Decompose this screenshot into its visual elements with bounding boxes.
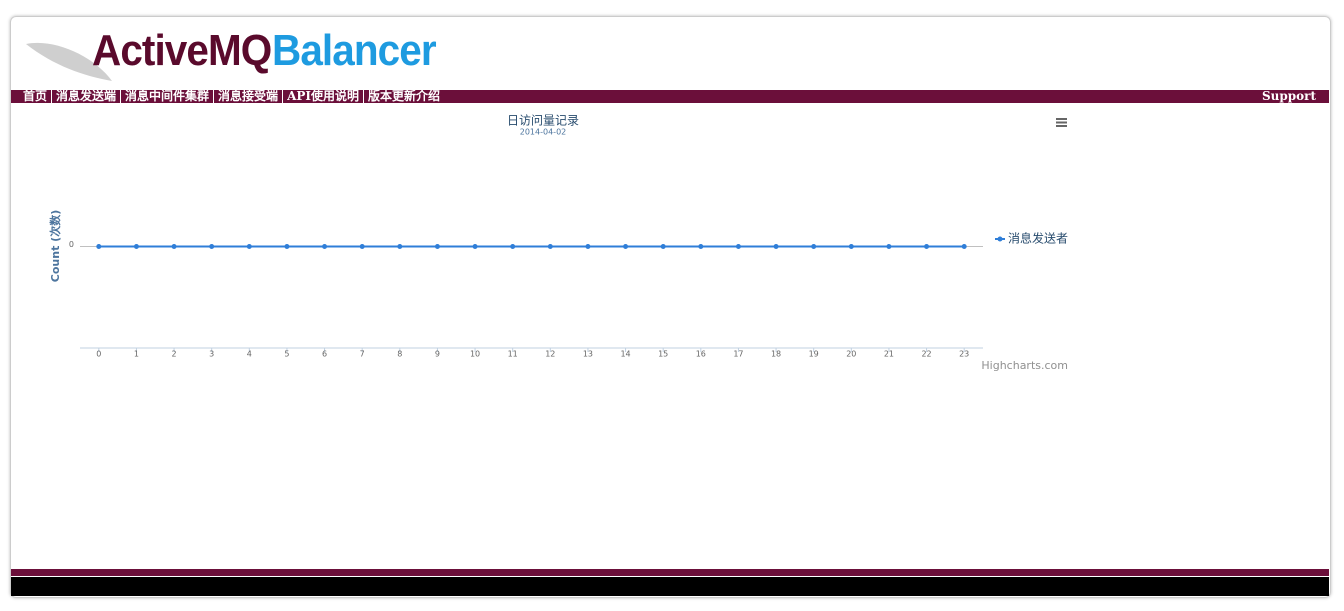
- point: [246, 244, 252, 249]
- x-tick-label: 20: [846, 350, 856, 359]
- legend-marker: [997, 236, 1003, 242]
- feather-shape: [26, 42, 112, 81]
- point: [96, 244, 102, 249]
- credits[interactable]: Highcharts.com: [981, 359, 1068, 372]
- point: [735, 244, 741, 249]
- x-tick-label: 12: [545, 350, 555, 359]
- x-tick-label: 4: [247, 350, 252, 359]
- x-tick-label: 6: [322, 350, 327, 359]
- menu-bar: [1056, 125, 1067, 127]
- x-tick-label: 8: [397, 350, 402, 359]
- logo-text: Balancer: [272, 26, 437, 75]
- nav-link[interactable]: 消息中间件集群: [120, 89, 214, 103]
- point: [547, 244, 553, 249]
- x-tick-label: 14: [620, 350, 630, 359]
- x-tick-label: 17: [733, 350, 743, 359]
- point: [773, 244, 779, 249]
- point: [472, 244, 478, 249]
- point: [359, 244, 365, 249]
- y-axis-title: Count (次数): [48, 210, 62, 282]
- point: [397, 244, 403, 249]
- point: [284, 244, 290, 249]
- x-tick-label: 21: [884, 350, 894, 359]
- point: [171, 244, 177, 249]
- logo-text: ActiveMQ: [92, 26, 272, 75]
- chart-title: 日访问量记录: [507, 114, 579, 128]
- x-tick-label: 11: [508, 350, 518, 359]
- nav-link[interactable]: 版本更新介绍: [363, 89, 445, 103]
- x-tick-label: 3: [209, 350, 214, 359]
- nav-bar: 首页 消息发送端 消息中间件集群 消息接受端 API使用说明 版本更新介绍 Support: [11, 89, 1329, 103]
- point: [660, 244, 666, 249]
- point: [698, 244, 704, 249]
- support-link[interactable]: Support: [1261, 89, 1316, 103]
- nav-link[interactable]: 首页: [23, 89, 48, 103]
- feather-icon: [26, 42, 112, 81]
- menu-bar: [1056, 118, 1067, 120]
- x-tick-label: 0: [96, 350, 101, 359]
- nav-link[interactable]: 消息接受端: [213, 89, 283, 103]
- chart-subtitle: 2014-04-02: [520, 128, 567, 137]
- menu-button[interactable]: [1056, 118, 1067, 127]
- x-tick-label: 22: [921, 350, 931, 359]
- x-tick-label: 23: [959, 350, 969, 359]
- point: [133, 244, 139, 249]
- point: [209, 244, 215, 249]
- point: [510, 244, 516, 249]
- nav-link[interactable]: API使用说明: [282, 89, 364, 103]
- x-tick-label: 9: [435, 350, 440, 359]
- x-tick-label: 18: [771, 350, 781, 359]
- footer-bar: [11, 577, 1329, 596]
- legend-label: 消息发送者: [1008, 231, 1068, 246]
- x-tick-label: 15: [658, 350, 668, 359]
- point: [886, 244, 892, 249]
- x-tick-label: 1: [134, 350, 139, 359]
- x-tick-label: 5: [284, 350, 289, 359]
- point: [961, 244, 967, 249]
- x-tick-label: 7: [360, 350, 365, 359]
- nav-link[interactable]: 消息发送端: [51, 89, 121, 103]
- x-tick-label: 19: [809, 350, 819, 359]
- point: [848, 244, 854, 249]
- point: [811, 244, 817, 249]
- point: [585, 244, 591, 249]
- x-tick-label: 10: [470, 350, 480, 359]
- menu-bar: [1056, 121, 1067, 124]
- footer-bar: [11, 569, 1329, 576]
- point: [924, 244, 930, 249]
- point: [434, 244, 440, 249]
- x-tick-label: 13: [583, 350, 593, 359]
- point: [322, 244, 328, 249]
- y-tick-label: 0: [69, 240, 74, 249]
- x-tick-label: 16: [696, 350, 706, 359]
- page-frame: [10, 16, 1331, 598]
- x-tick-label: 2: [172, 350, 177, 359]
- point: [623, 244, 629, 249]
